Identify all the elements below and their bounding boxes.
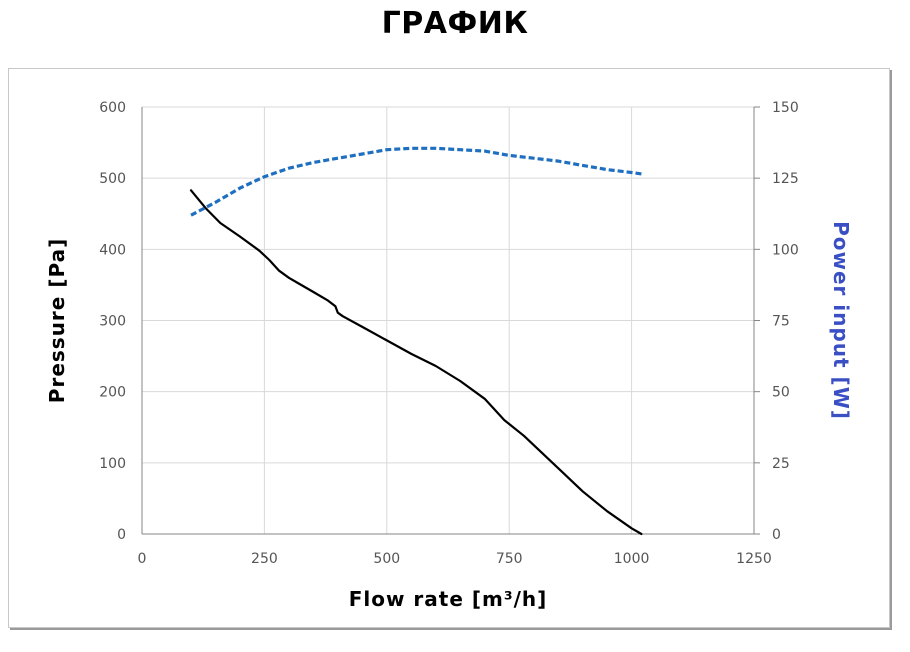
- y-tick-label: 0: [117, 527, 126, 543]
- y-tick-label: 500: [99, 171, 126, 187]
- y-tick-label: 400: [99, 242, 126, 258]
- y2-tick-label: 0: [772, 527, 781, 543]
- y-tick-label: 100: [99, 456, 126, 472]
- chart-frame: [8, 68, 890, 628]
- y2-tick-label: 125: [772, 171, 799, 187]
- x-tick-label: 0: [138, 551, 147, 567]
- x-tick-label: 750: [496, 551, 523, 567]
- page-title: ГРАФИК: [381, 6, 529, 41]
- power-input-line: [190, 146, 642, 217]
- axes: [141, 106, 760, 535]
- y-tick-label: 600: [99, 100, 126, 116]
- y-tick-label: 300: [99, 314, 126, 330]
- x-tick-label: 1000: [614, 551, 650, 567]
- pressure-line: [189, 189, 643, 536]
- x-tick-label: 500: [373, 551, 400, 567]
- y-axis-label: Pressure [Pa]: [45, 238, 69, 403]
- grid-lines: [142, 106, 754, 534]
- x-tick-label: 1250: [736, 551, 772, 567]
- x-axis-label: Flow rate [m³/h]: [349, 587, 548, 611]
- y2-tick-label: 75: [772, 314, 790, 330]
- x-tick-label: 250: [251, 551, 278, 567]
- series-lines: [189, 146, 643, 536]
- y2-axis-label: Power input [W]: [829, 221, 853, 420]
- y2-tick-label: 50: [772, 385, 790, 401]
- axis-labels: Flow rate [m³/h] Pressure [Pa] Power input…: [45, 221, 853, 611]
- tick-labels: 0 100 200 300 400 500 600 0 25 50 75 100 125 150 0 250 5…: [99, 100, 798, 567]
- y2-tick-label: 100: [772, 242, 799, 258]
- y2-tick-label: 25: [772, 456, 790, 472]
- y2-tick-label: 150: [772, 100, 799, 116]
- y-tick-label: 200: [99, 385, 126, 401]
